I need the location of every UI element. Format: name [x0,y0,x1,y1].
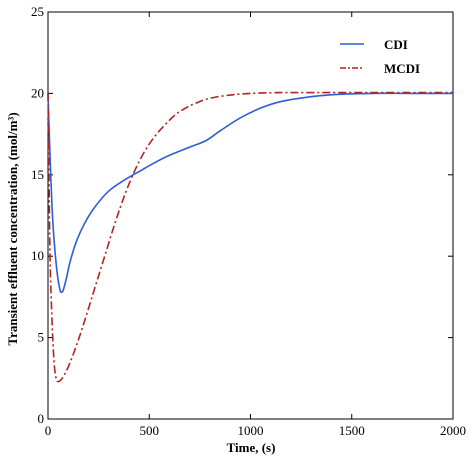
x-tick-label: 1000 [238,423,264,438]
y-tick-label: 15 [31,167,44,182]
series-line-cdi [47,92,453,294]
series-layer [47,91,453,383]
y-axis-title: Transient effluent concentration, (mol/m… [5,112,20,345]
y-tick-label: 5 [38,330,45,345]
x-tick-label: 500 [140,423,160,438]
x-tick-label: 1500 [339,423,365,438]
x-axis: 0 500 1000 1500 2000 [45,12,466,438]
series-line-mcdi [47,91,453,383]
y-tick-label: 10 [31,248,44,263]
y-tick-label: 20 [31,85,44,100]
x-axis-title: Time, (s) [227,440,276,455]
x-tick-label: 2000 [440,423,466,438]
y-tick-label: 25 [31,4,44,19]
x-tick-label: 0 [45,423,52,438]
legend-label-mcdi: MCDI [384,61,420,76]
y-axis: 0 5 10 15 20 25 [31,4,453,426]
y-tick-label: 0 [38,411,45,426]
legend-label-cdi: CDI [384,37,408,52]
legend: CDI MCDI [340,37,420,76]
